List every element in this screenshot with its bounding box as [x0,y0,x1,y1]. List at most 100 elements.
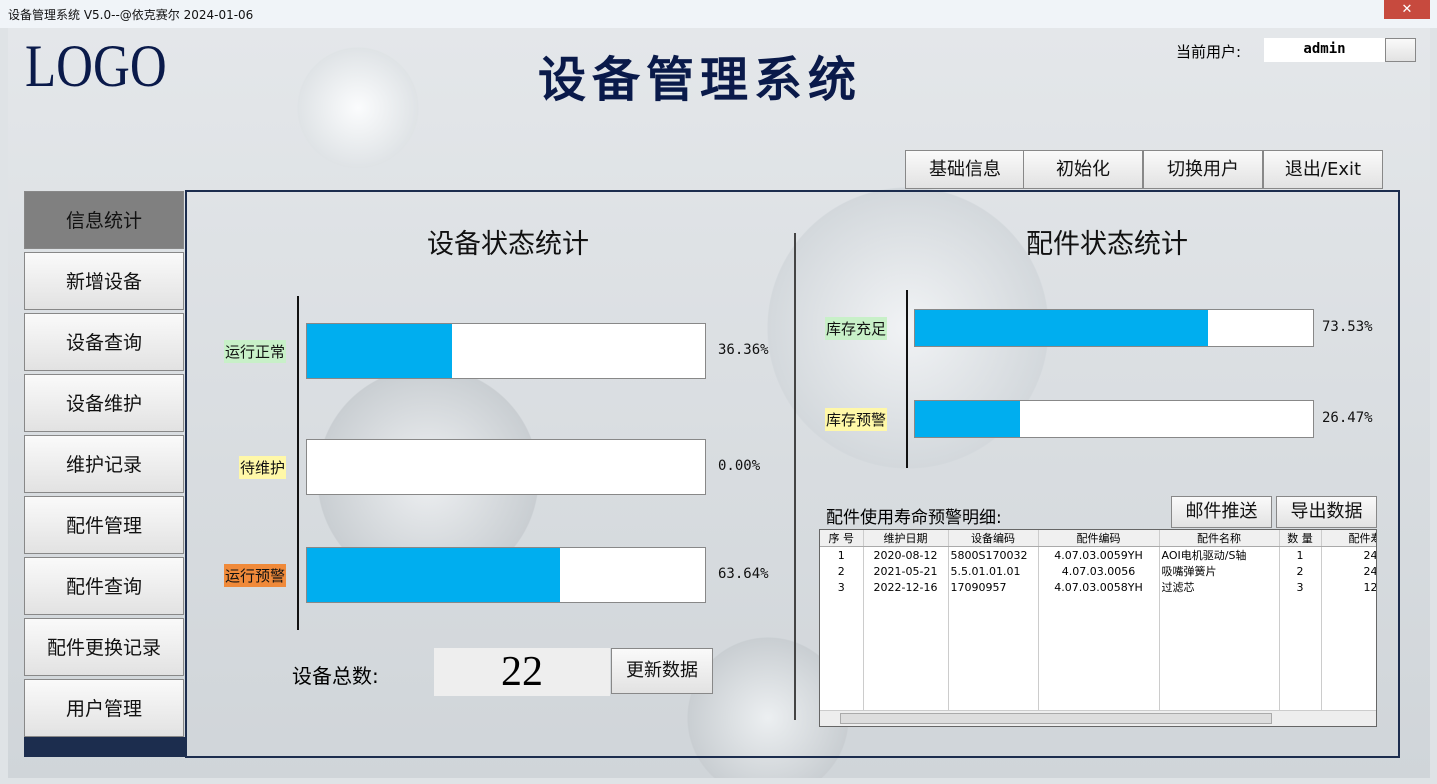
empty-cell [1038,673,1160,686]
empty-row [820,608,1376,621]
table-cell: 2021-05-21 [863,563,949,579]
scrollbar[interactable] [820,710,1376,726]
table-cell: AOI电机驱动/S轴 [1159,546,1280,563]
user-label: 当前用户: [1176,43,1242,61]
empty-cell [820,647,864,660]
progress-bar [914,400,1314,438]
nav-item[interactable]: 信息统计 [24,191,184,249]
empty-cell [948,673,1039,686]
column-header: 配件寿命 [1321,530,1376,547]
status-label: 库存充足 [825,317,888,340]
status-label: 运行正常 [223,340,286,363]
empty-cell [1321,634,1376,647]
column-header: 配件名称 [1159,530,1280,547]
table-cell: 2 [820,563,864,579]
app-title: 设备管理系统 [537,52,862,108]
empty-cell [948,621,1039,634]
empty-cell [1159,608,1280,621]
empty-cell [820,608,864,621]
user-field: admin [1264,38,1385,62]
empty-cell [1279,686,1322,699]
export-button[interactable]: 导出数据 [1276,496,1377,528]
window-title: 设备管理系统 V5.0--@依克赛尔 2024-01-06 [8,8,254,22]
empty-cell [1321,699,1376,712]
progress-bar [306,547,706,603]
empty-cell [1159,595,1280,608]
column-header: 维护日期 [863,530,949,547]
empty-cell [820,686,864,699]
empty-cell [948,699,1039,712]
table-cell: 5.5.01.01.01 [948,563,1039,579]
empty-cell [1321,673,1376,686]
empty-cell [1159,634,1280,647]
empty-row [820,699,1376,712]
total-label: 设备总数: [292,664,379,688]
empty-cell [820,634,864,647]
email-button[interactable]: 邮件推送 [1171,496,1272,528]
empty-cell [1038,634,1160,647]
user-dropdown[interactable] [1385,38,1416,62]
empty-cell [863,673,949,686]
percent-label: 63.64% [718,566,769,582]
toolbar-button[interactable]: 退出/Exit [1263,150,1383,189]
empty-row [820,595,1376,608]
table-cell: 过滤芯 [1159,579,1280,595]
table-row[interactable]: 3 2022-12-16 17090957 4.07.03.0058YH 过滤芯 3 12 [820,579,1376,595]
empty-cell [1159,673,1280,686]
nav-item[interactable]: 用户管理 [24,679,184,737]
percent-label: 73.53% [1322,319,1373,335]
empty-cell [1321,621,1376,634]
nav-item[interactable]: 新增设备 [24,252,184,310]
table-row[interactable]: 1 2020-08-12 5800S170032 4.07.03.0059YH AOI电… [820,546,1376,563]
table-cell: 24 [1321,563,1376,579]
empty-cell [1159,686,1280,699]
empty-cell [1321,608,1376,621]
status-label: 待维护 [238,456,286,479]
table-cell: 2022-12-16 [863,579,949,595]
progress-bar [306,323,706,379]
toolbar-button[interactable]: 初始化 [1023,150,1143,189]
empty-cell [1159,621,1280,634]
empty-cell [863,621,949,634]
empty-cell [1159,647,1280,660]
empty-cell [1321,686,1376,699]
empty-row [820,673,1376,686]
total-value: 22 [434,648,610,696]
empty-cell [1279,699,1322,712]
nav-footer [24,737,185,757]
nav-item[interactable]: 维护记录 [24,435,184,493]
table-cell: 4.07.03.0059YH [1038,546,1160,563]
table-cell: 1 [820,546,864,563]
table-cell: 17090957 [948,579,1039,595]
refresh-button[interactable]: 更新数据 [611,648,713,694]
nav-item[interactable]: 设备查询 [24,313,184,371]
empty-cell [948,686,1039,699]
empty-row [820,634,1376,647]
empty-cell [863,634,949,647]
nav-item[interactable]: 配件查询 [24,557,184,615]
table-cell: 24 [1321,546,1376,563]
logo: LOGO [25,33,167,99]
table-cell: 5800S170032 [948,546,1039,563]
nav-item[interactable]: 设备维护 [24,374,184,432]
empty-cell [1279,660,1322,673]
empty-cell [820,699,864,712]
empty-cell [863,595,949,608]
toolbar-button[interactable]: 切换用户 [1143,150,1263,189]
empty-cell [863,647,949,660]
nav-item[interactable]: 配件管理 [24,496,184,554]
percent-label: 26.47% [1322,410,1373,426]
nav-item[interactable]: 配件更换记录 [24,618,184,676]
empty-cell [1038,699,1160,712]
table-row[interactable]: 2 2021-05-21 5.5.01.01.01 4.07.03.0056 吸嘴弹簧片… [820,563,1376,579]
toolbar-button[interactable]: 基础信息 [905,150,1025,189]
empty-cell [820,660,864,673]
scroll-thumb[interactable] [840,713,1272,724]
table-cell: 4.07.03.0058YH [1038,579,1160,595]
close-button[interactable]: ✕ [1384,0,1430,19]
title-bar: 设备管理系统 V5.0--@依克赛尔 2024-01-06 [0,0,1437,28]
empty-cell [1038,608,1160,621]
